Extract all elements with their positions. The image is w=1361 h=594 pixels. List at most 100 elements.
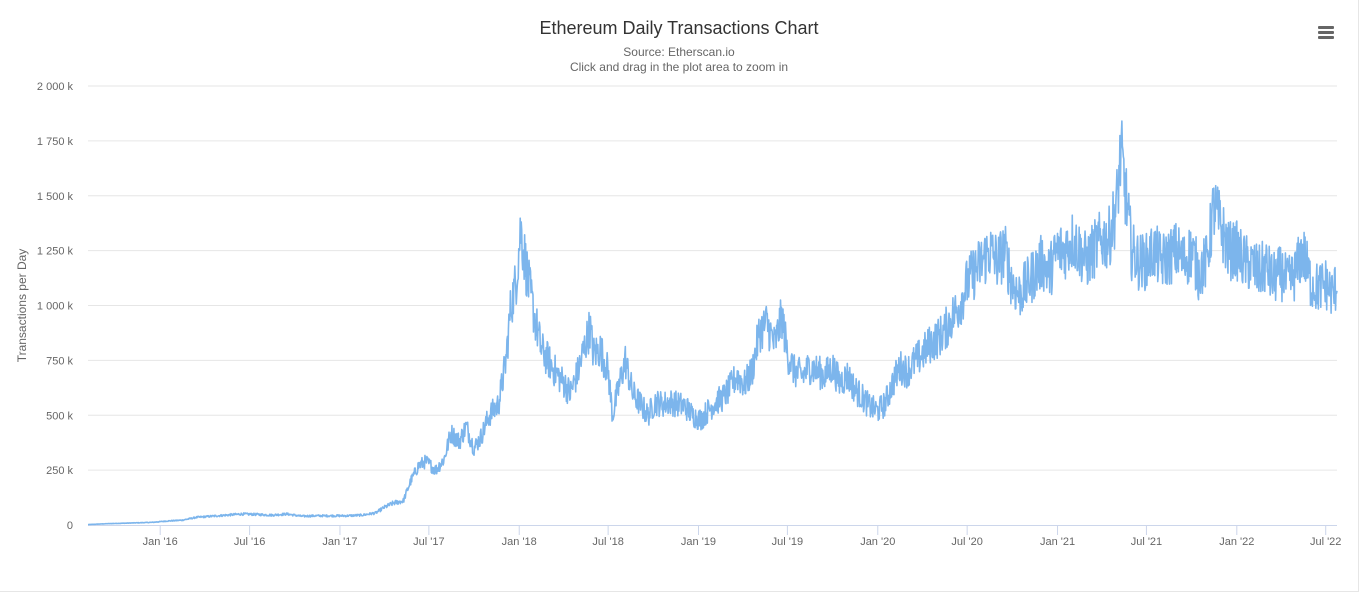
data-point[interactable] bbox=[164, 518, 170, 524]
data-point[interactable] bbox=[1249, 263, 1255, 269]
data-point[interactable] bbox=[934, 335, 940, 341]
data-point[interactable] bbox=[1039, 259, 1045, 265]
data-point[interactable] bbox=[1285, 281, 1291, 287]
data-point[interactable] bbox=[1181, 259, 1187, 265]
data-point[interactable] bbox=[668, 399, 674, 405]
data-point[interactable] bbox=[269, 512, 275, 518]
data-point[interactable] bbox=[359, 512, 365, 518]
data-point[interactable] bbox=[1077, 248, 1083, 254]
data-point[interactable] bbox=[416, 463, 422, 469]
data-point[interactable] bbox=[749, 368, 755, 374]
data-point[interactable] bbox=[1278, 270, 1284, 276]
data-point[interactable] bbox=[1189, 248, 1195, 254]
data-point[interactable] bbox=[1070, 237, 1076, 243]
data-point[interactable] bbox=[1123, 193, 1129, 199]
data-point[interactable] bbox=[645, 412, 651, 418]
data-point[interactable] bbox=[1293, 270, 1299, 276]
data-point[interactable] bbox=[605, 368, 611, 374]
data-point[interactable] bbox=[179, 517, 185, 523]
data-point[interactable] bbox=[1061, 248, 1067, 254]
data-point[interactable] bbox=[423, 458, 429, 464]
data-point[interactable] bbox=[587, 324, 593, 330]
data-point[interactable] bbox=[284, 511, 290, 517]
data-point[interactable] bbox=[552, 368, 558, 374]
data-point[interactable] bbox=[1046, 270, 1052, 276]
data-point[interactable] bbox=[513, 281, 519, 287]
data-point[interactable] bbox=[209, 513, 215, 519]
data-point[interactable] bbox=[1150, 248, 1156, 254]
data-point[interactable] bbox=[1219, 226, 1225, 232]
data-point[interactable] bbox=[971, 270, 977, 276]
data-point[interactable] bbox=[756, 329, 762, 335]
data-point[interactable] bbox=[986, 248, 992, 254]
data-point[interactable] bbox=[779, 313, 785, 319]
data-point[interactable] bbox=[253, 511, 259, 517]
data-point[interactable] bbox=[682, 403, 688, 409]
data-point[interactable] bbox=[720, 395, 726, 401]
data-point[interactable] bbox=[508, 303, 514, 309]
data-point[interactable] bbox=[949, 313, 955, 319]
data-point[interactable] bbox=[299, 513, 305, 519]
data-point[interactable] bbox=[1129, 248, 1135, 254]
data-point[interactable] bbox=[784, 351, 790, 357]
data-point[interactable] bbox=[926, 342, 932, 348]
data-point[interactable] bbox=[1263, 263, 1269, 269]
data-point[interactable] bbox=[956, 303, 962, 309]
data-point[interactable] bbox=[1159, 259, 1165, 265]
data-point[interactable] bbox=[904, 368, 910, 374]
data-point[interactable] bbox=[1225, 248, 1231, 254]
data-point[interactable] bbox=[866, 403, 872, 409]
data-point[interactable] bbox=[1113, 204, 1119, 210]
data-point[interactable] bbox=[1136, 259, 1142, 265]
data-point[interactable] bbox=[1099, 237, 1105, 243]
data-point[interactable] bbox=[1090, 248, 1096, 254]
data-point[interactable] bbox=[882, 401, 888, 407]
data-point[interactable] bbox=[815, 368, 821, 374]
data-point[interactable] bbox=[764, 320, 770, 326]
data-point[interactable] bbox=[845, 373, 851, 379]
data-point[interactable] bbox=[852, 386, 858, 392]
hamburger-menu-icon[interactable] bbox=[1310, 20, 1340, 46]
data-point[interactable] bbox=[791, 368, 797, 374]
data-point[interactable] bbox=[463, 423, 469, 429]
data-point[interactable] bbox=[194, 514, 200, 520]
data-point[interactable] bbox=[496, 401, 502, 407]
data-point[interactable] bbox=[941, 329, 947, 335]
data-point[interactable] bbox=[1009, 281, 1015, 287]
data-point[interactable] bbox=[836, 379, 842, 385]
data-point[interactable] bbox=[860, 395, 866, 401]
data-point[interactable] bbox=[390, 500, 396, 506]
data-point[interactable] bbox=[1055, 248, 1061, 254]
data-point[interactable] bbox=[610, 412, 616, 418]
data-point[interactable] bbox=[1016, 292, 1022, 298]
data-point[interactable] bbox=[518, 226, 524, 232]
data-point[interactable] bbox=[381, 504, 387, 510]
data-point[interactable] bbox=[713, 399, 719, 405]
data-point[interactable] bbox=[329, 513, 335, 519]
data-point[interactable] bbox=[582, 342, 588, 348]
data-point[interactable] bbox=[742, 382, 748, 388]
data-point[interactable] bbox=[85, 522, 91, 528]
data-point[interactable] bbox=[1234, 248, 1240, 254]
data-point[interactable] bbox=[471, 445, 477, 451]
data-point[interactable] bbox=[567, 390, 573, 396]
data-point[interactable] bbox=[486, 412, 492, 418]
data-point[interactable] bbox=[617, 379, 623, 385]
data-point[interactable] bbox=[538, 346, 544, 352]
data-point[interactable] bbox=[660, 401, 666, 407]
data-point[interactable] bbox=[1118, 149, 1124, 155]
data-point[interactable] bbox=[456, 439, 462, 445]
data-point[interactable] bbox=[575, 368, 581, 374]
data-point[interactable] bbox=[800, 373, 806, 379]
data-point[interactable] bbox=[1300, 248, 1306, 254]
data-point[interactable] bbox=[1031, 270, 1037, 276]
data-point[interactable] bbox=[400, 498, 406, 504]
data-point[interactable] bbox=[448, 430, 454, 436]
data-point[interactable] bbox=[1195, 270, 1201, 276]
data-point[interactable] bbox=[830, 364, 836, 370]
data-point[interactable] bbox=[478, 434, 484, 440]
data-point[interactable] bbox=[697, 417, 703, 423]
data-point[interactable] bbox=[441, 456, 447, 462]
data-point[interactable] bbox=[979, 259, 985, 265]
